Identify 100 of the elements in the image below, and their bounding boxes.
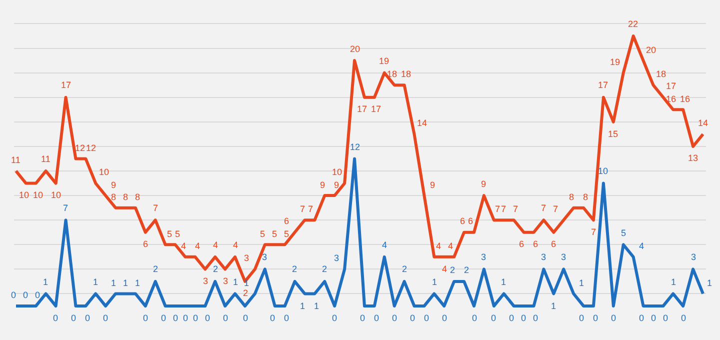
data-label: 17 [357, 104, 368, 114]
data-label: 2 [402, 264, 408, 274]
data-label: 8 [135, 192, 140, 202]
data-label: 0 [35, 290, 40, 300]
data-label: 0 [243, 313, 248, 323]
data-label: 3 [244, 253, 250, 263]
data-label: 0 [521, 313, 526, 323]
data-label: 1 [233, 277, 238, 287]
data-label: 2 [450, 265, 456, 275]
data-label: 7 [308, 204, 314, 214]
data-label: 0 [442, 313, 448, 323]
data-label: 1 [111, 278, 116, 288]
data-label: 7 [591, 227, 596, 237]
data-label: 3 [541, 252, 546, 262]
data-label: 1 [43, 277, 48, 287]
data-label: 0 [681, 313, 686, 323]
data-label: 0 [579, 313, 584, 323]
data-label: 5 [167, 229, 172, 239]
data-label: 0 [472, 313, 478, 323]
data-label: 9 [320, 180, 326, 190]
data-label: 9 [481, 179, 486, 189]
data-label: 0 [491, 313, 496, 323]
data-label: 0 [270, 313, 276, 323]
data-label: 0 [639, 313, 644, 323]
data-label: 6 [551, 239, 556, 249]
data-label: 0 [143, 313, 148, 323]
data-label: 9 [334, 180, 340, 190]
data-label: 2 [464, 265, 470, 275]
data-label: 6 [533, 239, 538, 249]
data-label: 4 [436, 241, 442, 251]
data-label: 8 [123, 192, 128, 202]
data-label: 6 [143, 239, 148, 249]
data-label: 0 [205, 313, 210, 323]
data-label: 0 [332, 313, 338, 323]
data-label: 5 [272, 229, 278, 239]
data-label: 4 [213, 240, 218, 250]
data-label: 1 [135, 278, 140, 288]
data-label: 0 [593, 313, 598, 323]
data-label: 0 [284, 313, 290, 323]
data-label: 20 [350, 44, 360, 54]
data-label: 1 [314, 301, 320, 311]
data-label: 3 [691, 252, 696, 262]
data-label: 0 [103, 313, 108, 323]
data-label: 19 [379, 56, 390, 66]
data-label: 0 [173, 313, 178, 323]
data-label: 9 [111, 180, 116, 190]
data-label: 3 [223, 276, 228, 286]
data-label: 2 [292, 264, 298, 274]
data-label: 0 [23, 290, 28, 300]
data-label: 6 [519, 239, 524, 249]
data-label: 12 [75, 143, 86, 153]
data-label: 0 [360, 313, 366, 323]
data-label: 0 [392, 313, 398, 323]
data-label: 0 [410, 313, 416, 323]
data-label: 4 [448, 241, 454, 251]
data-label: 10 [19, 190, 30, 200]
data-label: 7 [300, 204, 306, 214]
data-label: 0 [85, 313, 90, 323]
data-label: 4 [233, 240, 238, 250]
data-label: 0 [161, 313, 166, 323]
data-label: 7 [153, 203, 158, 213]
data-label: 0 [651, 313, 656, 323]
data-label: 7 [501, 204, 506, 214]
data-label: 5 [621, 228, 626, 238]
data-label: 2 [243, 288, 248, 298]
data-label: 6 [460, 216, 466, 226]
data-label: 1 [707, 278, 712, 288]
data-label: 4 [382, 240, 388, 250]
data-label: 1 [300, 301, 306, 311]
data-label: 11 [41, 154, 50, 164]
data-label: 3 [481, 252, 486, 262]
data-label: 10 [33, 190, 44, 200]
data-label: 1 [579, 278, 584, 288]
data-label: 3 [561, 252, 566, 262]
data-label: 8 [583, 192, 588, 202]
data-label: 4 [195, 241, 200, 251]
data-label: 8 [569, 192, 574, 202]
data-label: 16 [680, 94, 690, 104]
data-label: 3 [203, 276, 208, 286]
data-label: 6 [284, 216, 290, 226]
data-label: 4 [181, 241, 186, 251]
data-label: 0 [223, 313, 228, 323]
data-label: 1 [432, 277, 438, 287]
data-label: 10 [99, 167, 110, 177]
data-label: 0 [53, 313, 58, 323]
data-label: 0 [663, 313, 668, 323]
data-label: 3 [334, 253, 340, 263]
data-label: 4 [442, 264, 448, 274]
data-label: 17 [371, 104, 382, 114]
data-label: 9 [430, 180, 436, 190]
data-label: 17 [598, 80, 608, 90]
data-label: 0 [183, 313, 188, 323]
data-label: 1 [93, 277, 98, 287]
data-label: 0 [533, 313, 538, 323]
data-label: 11 [11, 155, 20, 165]
data-label: 2 [322, 264, 328, 274]
data-label: 22 [628, 19, 638, 29]
data-label: 1 [123, 278, 128, 288]
data-label: 4 [639, 241, 644, 251]
data-label: 18 [401, 69, 412, 79]
